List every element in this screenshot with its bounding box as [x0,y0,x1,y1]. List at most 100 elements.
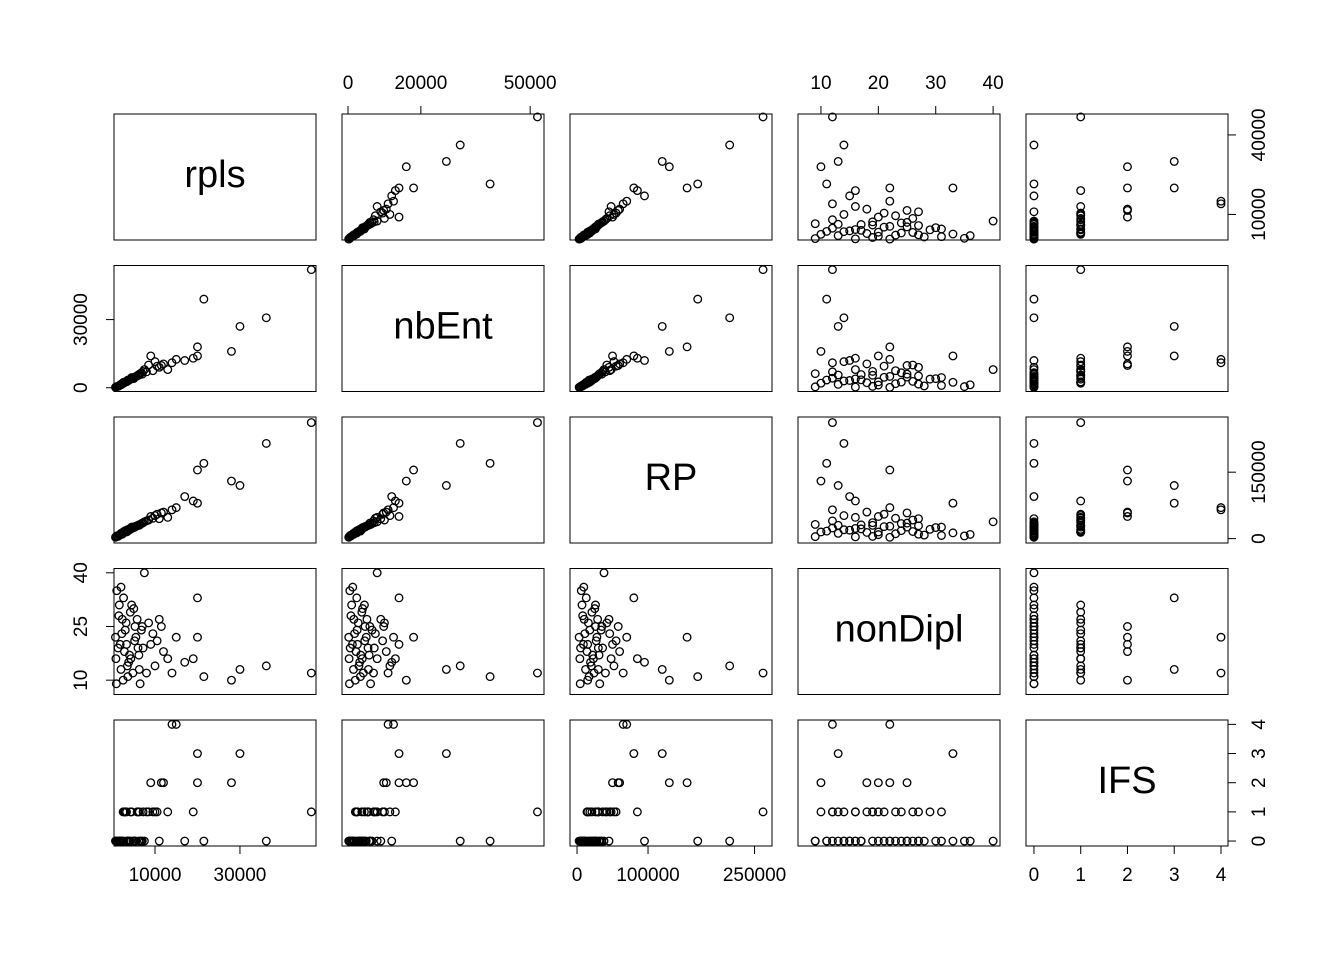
point [833,481,843,490]
point [1029,582,1039,592]
point [379,508,389,518]
point [810,369,820,379]
point [1029,492,1039,501]
point [1216,354,1226,364]
point [383,668,393,678]
point [822,375,832,385]
variable-label: rpls [184,154,245,196]
point [902,778,912,788]
point [914,529,923,539]
point [148,629,158,639]
point [150,357,160,367]
point [1029,191,1039,201]
point [827,505,837,515]
point [1216,668,1226,678]
point [608,351,617,361]
point [1169,321,1179,331]
panel-frame [341,568,545,695]
point [261,836,271,846]
point [632,654,642,664]
point [441,481,451,490]
panel-frame [569,719,773,847]
point [261,661,271,671]
point [845,836,855,846]
point [390,807,400,817]
point [401,675,411,685]
point [908,527,918,536]
point [629,749,639,758]
point [235,481,245,490]
point [385,807,395,817]
point [146,639,156,649]
point [833,520,843,530]
point [163,654,173,664]
point [693,672,703,682]
point [347,600,357,610]
point [148,366,158,376]
point [593,370,603,380]
point [593,664,603,674]
point [1076,377,1086,387]
point [959,531,969,541]
point [370,629,380,639]
point [822,836,832,846]
point [1123,508,1132,518]
point [111,632,120,642]
panel-frame [113,416,317,544]
point [348,582,358,592]
point [1076,524,1086,534]
point [593,219,603,229]
point [839,836,849,846]
point [1029,140,1039,150]
point [896,807,906,817]
x-tick-label: 10 [810,73,831,94]
point [1076,265,1086,275]
point [199,672,209,682]
point [156,778,166,788]
point [879,807,889,817]
point [948,229,958,239]
point [850,186,860,196]
point [394,593,404,603]
point [1123,632,1132,642]
point [130,522,140,532]
point [135,679,145,689]
x-tick-label: 4 [1216,865,1227,886]
point [1076,527,1086,537]
panel-frame [569,113,773,241]
point [126,374,136,384]
point [389,503,398,513]
point [948,498,958,508]
point [914,807,923,817]
point [948,528,958,538]
point [385,661,395,671]
point [902,206,912,215]
point [839,376,849,386]
point [394,512,404,521]
point [345,836,354,846]
point [163,365,173,375]
point [613,206,623,215]
point [1076,357,1086,367]
point [598,643,608,653]
point [598,217,608,227]
variable-label: IFS [1097,760,1156,802]
point [908,213,918,223]
point [613,778,623,788]
point [1216,632,1226,642]
point [965,380,975,390]
point [827,112,837,122]
point [357,836,367,846]
point [1029,529,1039,539]
point [353,639,362,649]
point [379,807,389,817]
point [441,156,451,166]
point [873,512,883,521]
point [657,156,667,166]
point [130,622,140,631]
point [816,346,826,356]
point [1029,218,1039,228]
point [1029,313,1039,323]
point [885,371,895,381]
point [873,212,883,222]
